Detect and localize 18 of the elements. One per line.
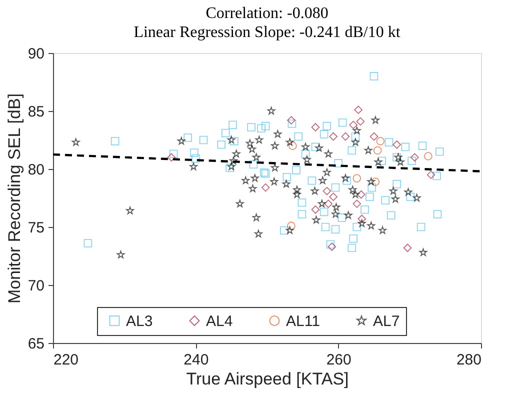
y-tick-label: 65 [28, 336, 44, 352]
x-tick-label: 260 [326, 352, 352, 368]
legend-label: AL7 [373, 312, 400, 330]
chart-subtitle: Linear Regression Slope: -0.241 dB/10 kt [134, 24, 401, 41]
x-tick-label: 240 [184, 352, 209, 368]
legend-label: AL3 [126, 312, 153, 330]
x-tick-label: 280 [456, 352, 482, 368]
y-axis-title: Monitor Recording SEL [dB] [4, 93, 24, 304]
y-tick-label: 70 [28, 278, 44, 294]
legend-label: AL4 [206, 312, 233, 330]
x-tick-label: 220 [54, 352, 79, 368]
y-tick-label: 90 [28, 46, 44, 62]
legend-label: AL11 [286, 312, 320, 330]
y-tick-label: 75 [28, 220, 44, 236]
y-tick-label: 85 [28, 104, 44, 120]
chart-title: Correlation: -0.080 [206, 5, 328, 22]
y-tick-label: 80 [28, 162, 44, 178]
x-axis-title: True Airspeed [KTAS] [186, 370, 349, 388]
